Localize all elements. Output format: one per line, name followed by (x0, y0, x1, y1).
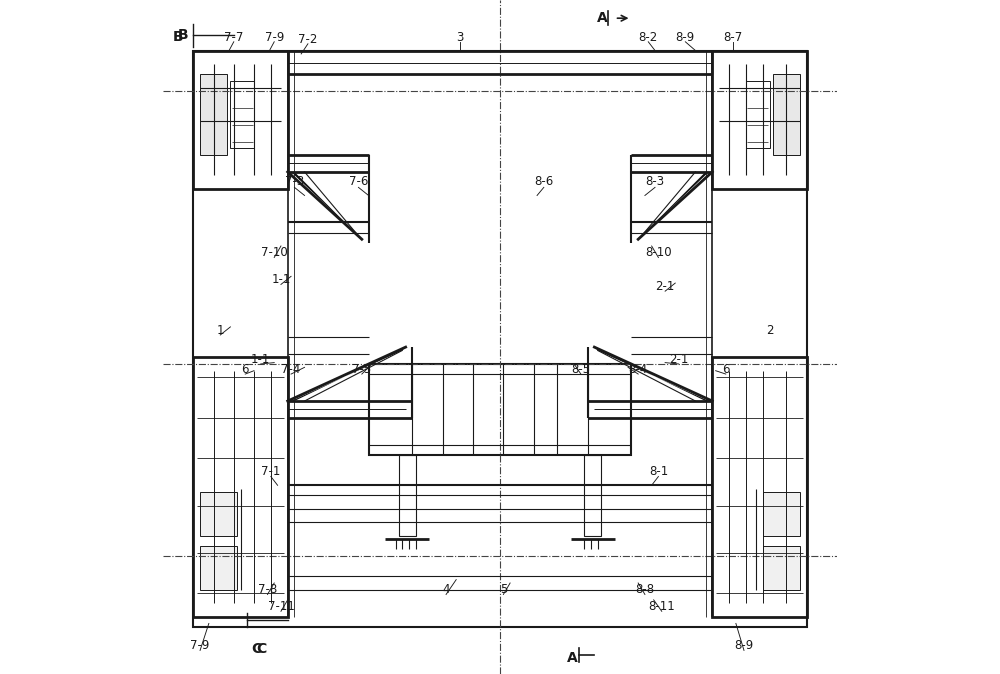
Text: 7-5: 7-5 (352, 363, 371, 376)
Text: 5: 5 (500, 583, 507, 596)
Bar (193, 357, 288, 617)
Text: 8-10: 8-10 (645, 246, 672, 259)
Text: 8-2: 8-2 (639, 30, 658, 44)
Text: A: A (597, 11, 608, 25)
Bar (369, 364, 631, 455)
Bar (200, 74, 227, 155)
Text: 2-1: 2-1 (655, 280, 675, 293)
Text: B: B (173, 30, 183, 44)
Bar (193, 51, 807, 627)
Text: 7-3: 7-3 (285, 175, 304, 189)
Polygon shape (291, 172, 362, 239)
Polygon shape (291, 347, 406, 401)
Bar (712, 357, 807, 617)
Text: A: A (567, 652, 578, 665)
Text: 8-6: 8-6 (534, 175, 553, 189)
Text: 1-1: 1-1 (271, 273, 291, 286)
Bar (193, 51, 288, 189)
Text: 3: 3 (456, 30, 463, 44)
Text: 8-8: 8-8 (635, 583, 654, 596)
Polygon shape (594, 347, 709, 401)
Bar (763, 546, 800, 590)
Bar (230, 81, 254, 148)
Text: 7-2: 7-2 (298, 32, 318, 46)
Text: C: C (256, 642, 266, 656)
Bar (200, 546, 237, 590)
Text: 7-6: 7-6 (349, 175, 368, 189)
Text: B: B (178, 28, 188, 42)
Bar (200, 492, 237, 536)
Bar (773, 74, 800, 155)
Text: 7-9: 7-9 (265, 30, 284, 44)
Bar (584, 455, 601, 536)
Bar (399, 455, 416, 536)
Text: 8-9: 8-9 (734, 639, 754, 652)
Text: 8-9: 8-9 (676, 30, 695, 44)
Text: 2: 2 (766, 324, 773, 337)
Text: C: C (251, 642, 261, 656)
Text: 1-1: 1-1 (251, 353, 270, 366)
Text: 8-3: 8-3 (645, 175, 665, 189)
Text: 2-1: 2-1 (669, 353, 688, 366)
Bar (712, 51, 807, 189)
Text: 7-11: 7-11 (268, 600, 294, 613)
Text: 8-5: 8-5 (571, 363, 590, 376)
Text: 7-8: 7-8 (258, 583, 277, 596)
Text: 6: 6 (722, 363, 730, 376)
Text: 4: 4 (442, 583, 450, 596)
Text: 8-7: 8-7 (723, 30, 742, 44)
Text: 8-4: 8-4 (629, 363, 648, 376)
Polygon shape (638, 172, 709, 239)
Text: 8-1: 8-1 (649, 465, 668, 479)
Text: 7-10: 7-10 (261, 246, 288, 259)
Bar (763, 492, 800, 536)
Bar (746, 81, 770, 148)
Text: 7-1: 7-1 (261, 465, 281, 479)
Text: 7-4: 7-4 (281, 363, 301, 376)
Text: 8-11: 8-11 (648, 600, 675, 613)
Text: 7-9: 7-9 (190, 639, 210, 652)
Text: 6: 6 (241, 363, 249, 376)
Text: 7-7: 7-7 (224, 30, 243, 44)
Text: 1: 1 (217, 324, 224, 337)
